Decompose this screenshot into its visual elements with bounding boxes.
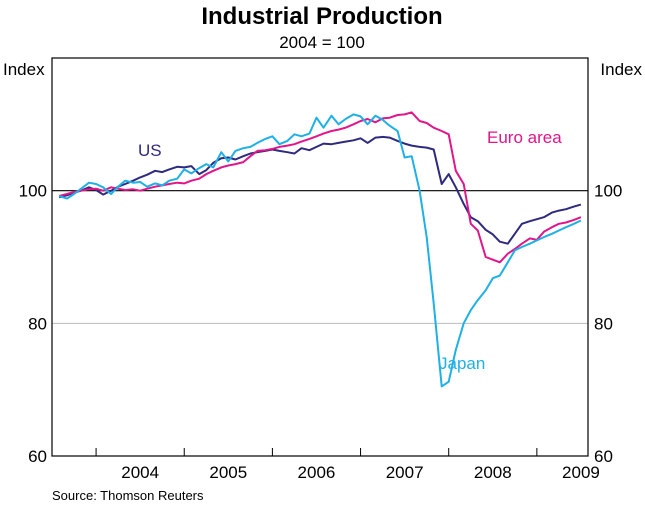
y-tick-right-100: 100 [594,182,622,201]
x-tick-label-2008: 2008 [474,463,512,482]
x-tick-label-2009: 2009 [562,463,600,482]
y-axis-label-right: Index [600,60,642,79]
label-euro-area: Euro area [487,128,562,147]
y-tick-left-80: 80 [28,314,47,333]
label-us: US [138,141,162,160]
y-tick-left-60: 60 [28,447,47,466]
chart-title: Industrial Production [201,3,442,30]
series-line-japan [58,113,582,388]
y-axis-label-left: Index [3,60,45,79]
x-tick-labels: 2004 2005 2006 2007 2008 2009 [95,448,600,482]
y-tick-right-60: 60 [594,447,613,466]
plot-border [51,57,589,457]
source-note: Source: Thomson Reuters [52,488,204,503]
x-tick-label-2006: 2006 [298,463,336,482]
y-tick-labels: 60 60 80 80 100 100 [19,182,623,466]
series-line-us [58,135,582,245]
plot-frame [51,57,589,457]
chart-subtitle: 2004 = 100 [279,33,365,52]
series-line-euro-area [58,111,582,264]
x-tick-label-2004: 2004 [121,463,159,482]
label-japan: Japan [439,354,485,373]
y-tick-left-100: 100 [19,182,47,201]
grid-layer [52,190,588,324]
series-layer [58,111,582,388]
y-tick-right-80: 80 [594,314,613,333]
x-tick-label-2007: 2007 [386,463,424,482]
x-tick-label-2005: 2005 [209,463,247,482]
